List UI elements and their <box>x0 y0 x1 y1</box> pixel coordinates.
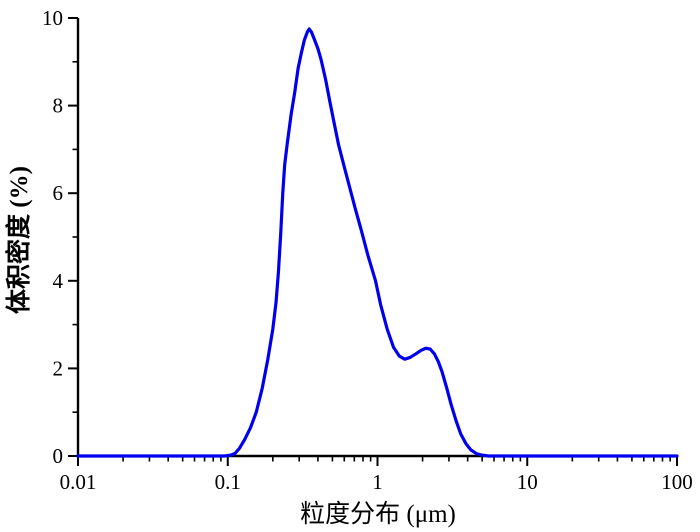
y-tick-label: 2 <box>53 356 64 380</box>
y-tick-label: 10 <box>42 6 63 30</box>
y-tick-label: 6 <box>53 181 64 205</box>
y-tick-label: 4 <box>53 269 64 293</box>
y-axis-ticks <box>68 17 78 457</box>
x-tick-label: 10 <box>517 470 538 494</box>
y-axis-tick-labels: 0 2 4 6 8 10 <box>42 6 64 468</box>
x-tick-label: 100 <box>661 470 693 494</box>
density-curve <box>76 27 679 458</box>
x-axis-tick-labels: 0.01 0.1 1 10 100 <box>60 470 693 494</box>
y-tick-label: 8 <box>53 94 64 118</box>
x-axis-title: 粒度分布 (μm) <box>300 500 456 528</box>
x-tick-label: 1 <box>372 470 383 494</box>
x-tick-label: 0.1 <box>215 470 241 494</box>
y-tick-label: 0 <box>53 444 64 468</box>
x-tick-label: 0.01 <box>60 470 97 494</box>
y-axis-title: 体积密度 (%) <box>4 166 33 314</box>
